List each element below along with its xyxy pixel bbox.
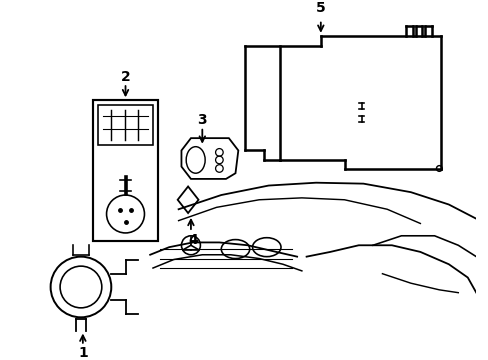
Bar [93,100,158,240]
Bar [98,105,153,145]
Text: 3: 3 [197,113,207,127]
Text: 2: 2 [121,69,130,84]
Text: 4: 4 [187,233,197,247]
Text: 5: 5 [315,1,325,15]
Text: 1: 1 [78,346,87,360]
